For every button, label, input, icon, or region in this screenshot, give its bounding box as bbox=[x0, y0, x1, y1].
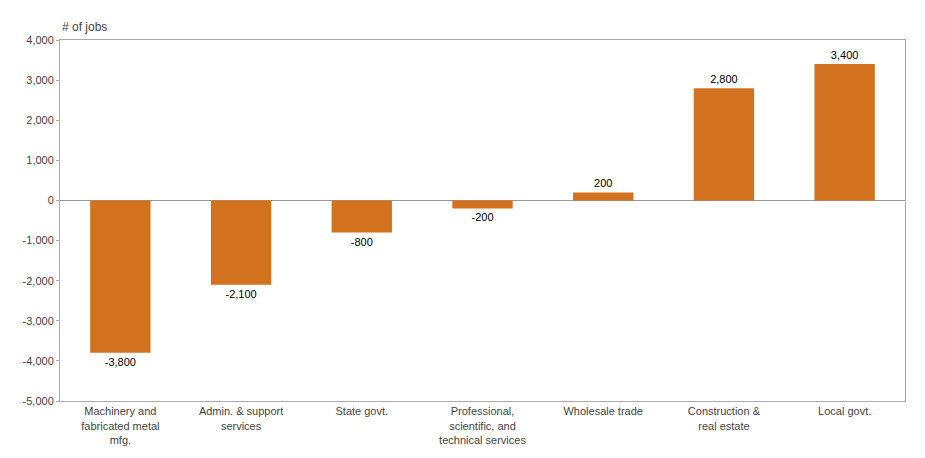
svg-text:2,800: 2,800 bbox=[710, 73, 738, 85]
svg-text:Construction &real estate: Construction &real estate bbox=[688, 405, 761, 431]
svg-text:-2,100: -2,100 bbox=[225, 288, 256, 300]
svg-text:-200: -200 bbox=[471, 211, 493, 223]
svg-text:Machinery andfabricated metalm: Machinery andfabricated metalmfg. bbox=[81, 405, 159, 446]
svg-text:# of jobs: # of jobs bbox=[62, 20, 107, 34]
svg-text:-800: -800 bbox=[351, 236, 373, 248]
svg-text:Professional,scientific, andte: Professional,scientific, andtechnical se… bbox=[439, 405, 526, 446]
svg-text:3,000: 3,000 bbox=[26, 74, 54, 86]
svg-text:-2,000: -2,000 bbox=[23, 275, 54, 287]
svg-text:0: 0 bbox=[48, 194, 54, 206]
svg-text:Local govt.: Local govt. bbox=[818, 405, 871, 417]
svg-text:2,000: 2,000 bbox=[26, 114, 54, 126]
svg-text:4,000: 4,000 bbox=[26, 34, 54, 46]
svg-text:State govt.: State govt. bbox=[335, 405, 388, 417]
svg-text:-5,000: -5,000 bbox=[23, 395, 54, 407]
svg-text:Admin. & supportservices: Admin. & supportservices bbox=[199, 405, 283, 431]
svg-text:-4,000: -4,000 bbox=[23, 355, 54, 367]
svg-text:200: 200 bbox=[594, 177, 612, 189]
svg-text:3,400: 3,400 bbox=[831, 49, 859, 61]
svg-text:Wholesale trade: Wholesale trade bbox=[563, 405, 643, 417]
svg-text:-1,000: -1,000 bbox=[23, 234, 54, 246]
svg-text:-3,000: -3,000 bbox=[23, 315, 54, 327]
svg-text:-3,800: -3,800 bbox=[105, 356, 136, 368]
svg-text:1,000: 1,000 bbox=[26, 154, 54, 166]
